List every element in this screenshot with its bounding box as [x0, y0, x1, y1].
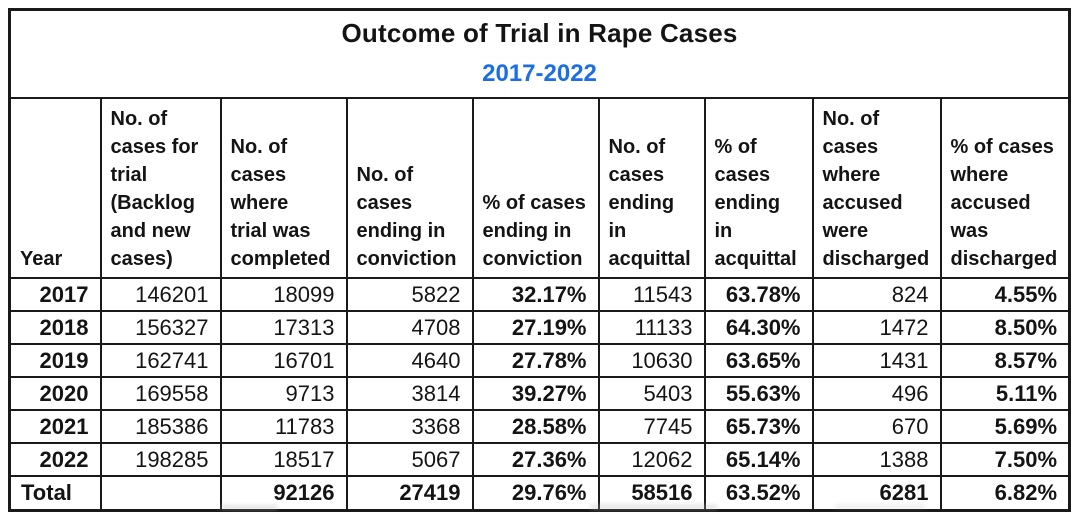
header-acquittal-count: No. of cases ending in acquittal: [597, 97, 706, 279]
acquittal-count-cell: 11543: [597, 277, 706, 312]
title-cell: Outcome of Trial in Rape Cases 2017-2022: [8, 8, 1071, 99]
discharged-pct-cell: 6.82%: [939, 475, 1071, 512]
blur-artifact: [835, 504, 925, 509]
conviction-count-cell: 4708: [345, 310, 474, 345]
conviction-count-cell: 3368: [345, 409, 474, 444]
conviction-pct-cell: 27.19%: [471, 310, 600, 345]
conviction-pct-cell: 29.76%: [471, 475, 600, 512]
header-discharged-count: No. of cases where accused were discharg…: [811, 97, 942, 279]
discharged-pct-cell: 4.55%: [939, 277, 1071, 312]
header-acquittal-pct: % of cases ending in acquittal: [703, 97, 814, 279]
header-row: Year No. of cases for trial (Backlog and…: [8, 97, 1071, 279]
discharged-count-cell: 670: [811, 409, 942, 444]
cases-for-trial-cell: 185386: [99, 409, 222, 444]
discharged-count-cell: 6281: [811, 475, 942, 512]
cases-for-trial-cell: 198285: [99, 442, 222, 477]
discharged-count-cell: 824: [811, 277, 942, 312]
acquittal-count-cell: 5403: [597, 376, 706, 411]
blur-artifact: [220, 505, 278, 510]
acquittal-count-cell: 11133: [597, 310, 706, 345]
acquittal-pct-cell: 63.65%: [703, 343, 814, 378]
acquittal-pct-cell: 64.30%: [703, 310, 814, 345]
cases-for-trial-cell: 146201: [99, 277, 222, 312]
discharged-pct-cell: 8.57%: [939, 343, 1071, 378]
table-row-2022: 2022 198285 18517 5067 27.36% 12062 65.1…: [8, 442, 1071, 477]
acquittal-pct-cell: 65.73%: [703, 409, 814, 444]
conviction-count-cell: 3814: [345, 376, 474, 411]
conviction-pct-cell: 27.78%: [471, 343, 600, 378]
trial-completed-cell: 9713: [219, 376, 348, 411]
header-year: Year: [8, 97, 102, 279]
discharged-pct-cell: 7.50%: [939, 442, 1071, 477]
cases-for-trial-cell: [99, 475, 222, 512]
trial-completed-cell: 92126: [219, 475, 348, 512]
table-row-total: Total 92126 27419 29.76% 58516 63.52% 62…: [8, 475, 1071, 512]
trial-completed-cell: 17313: [219, 310, 348, 345]
acquittal-count-cell: 7745: [597, 409, 706, 444]
conviction-count-cell: 4640: [345, 343, 474, 378]
header-discharged-pct: % of cases where accused was discharged: [939, 97, 1071, 279]
trial-completed-cell: 16701: [219, 343, 348, 378]
year-cell: 2020: [8, 376, 102, 411]
year-cell: 2022: [8, 442, 102, 477]
conviction-count-cell: 27419: [345, 475, 474, 512]
conviction-count-cell: 5822: [345, 277, 474, 312]
year-cell: 2019: [8, 343, 102, 378]
cases-for-trial-cell: 162741: [99, 343, 222, 378]
acquittal-pct-cell: 55.63%: [703, 376, 814, 411]
conviction-count-cell: 5067: [345, 442, 474, 477]
cases-for-trial-cell: 156327: [99, 310, 222, 345]
page-title: Outcome of Trial in Rape Cases: [341, 18, 738, 48]
acquittal-pct-cell: 65.14%: [703, 442, 814, 477]
header-trial-completed: No. of cases where trial was completed: [219, 97, 348, 279]
header-conviction-pct: % of cases ending in conviction: [471, 97, 600, 279]
total-label-cell: Total: [8, 475, 102, 512]
trial-completed-cell: 18517: [219, 442, 348, 477]
outcome-of-trial-table: Outcome of Trial in Rape Cases 2017-2022…: [8, 8, 1072, 512]
trial-completed-cell: 18099: [219, 277, 348, 312]
table-row-2019: 2019 162741 16701 4640 27.78% 10630 63.6…: [8, 343, 1071, 378]
discharged-pct-cell: 5.11%: [939, 376, 1071, 411]
acquittal-pct-cell: 63.52%: [703, 475, 814, 512]
cases-for-trial-cell: 169558: [99, 376, 222, 411]
conviction-pct-cell: 27.36%: [471, 442, 600, 477]
trial-completed-cell: 11783: [219, 409, 348, 444]
discharged-count-cell: 496: [811, 376, 942, 411]
discharged-count-cell: 1388: [811, 442, 942, 477]
table-row-2017: 2017 146201 18099 5822 32.17% 11543 63.7…: [8, 277, 1071, 312]
table-row-2020: 2020 169558 9713 3814 39.27% 5403 55.63%…: [8, 376, 1071, 411]
discharged-pct-cell: 8.50%: [939, 310, 1071, 345]
acquittal-count-cell: 12062: [597, 442, 706, 477]
discharged-count-cell: 1431: [811, 343, 942, 378]
discharged-count-cell: 1472: [811, 310, 942, 345]
discharged-pct-cell: 5.69%: [939, 409, 1071, 444]
acquittal-pct-cell: 63.78%: [703, 277, 814, 312]
header-conviction-count: No. of cases ending in conviction: [345, 97, 474, 279]
acquittal-count-cell: 10630: [597, 343, 706, 378]
conviction-pct-cell: 28.58%: [471, 409, 600, 444]
header-cases-for-trial: No. of cases for trial (Backlog and new …: [99, 97, 222, 279]
year-cell: 2021: [8, 409, 102, 444]
title-row: Outcome of Trial in Rape Cases 2017-2022: [8, 8, 1071, 99]
table-row-2021: 2021 185386 11783 3368 28.58% 7745 65.73…: [8, 409, 1071, 444]
conviction-pct-cell: 39.27%: [471, 376, 600, 411]
table-row-2018: 2018 156327 17313 4708 27.19% 11133 64.3…: [8, 310, 1071, 345]
conviction-pct-cell: 32.17%: [471, 277, 600, 312]
table-subtitle: 2017-2022: [482, 60, 597, 87]
acquittal-count-cell: 58516: [597, 475, 706, 512]
year-cell: 2017: [8, 277, 102, 312]
year-cell: 2018: [8, 310, 102, 345]
blur-artifact: [590, 504, 718, 510]
